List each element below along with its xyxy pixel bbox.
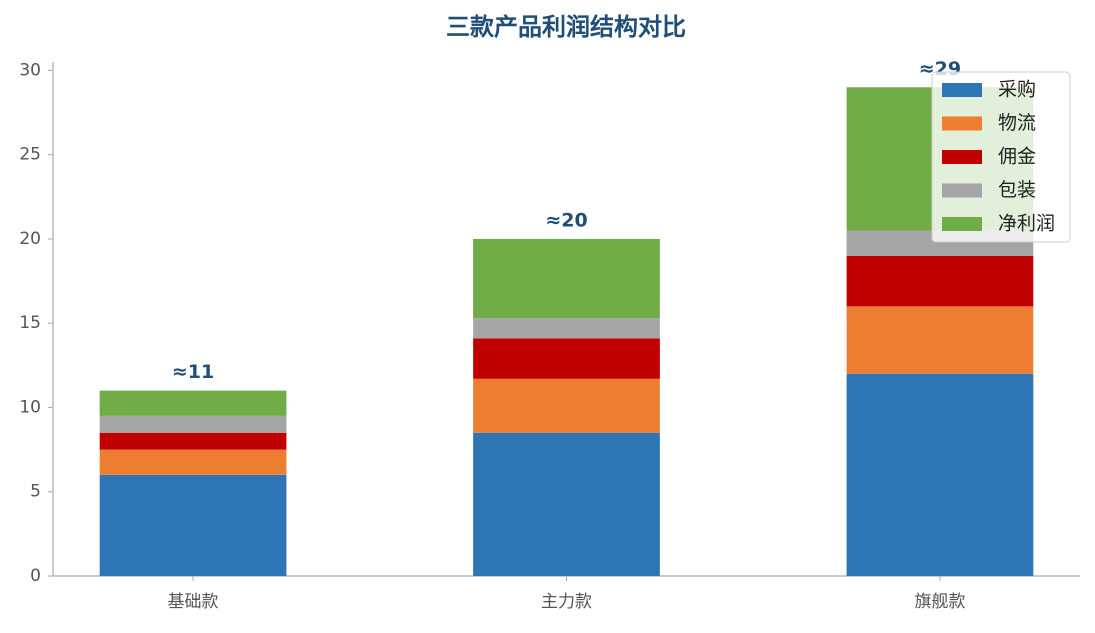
legend-swatch <box>942 83 982 97</box>
bar-segment <box>473 338 660 379</box>
legend-swatch <box>942 217 982 231</box>
legend-swatch <box>942 183 982 198</box>
bar-segment <box>473 432 660 576</box>
x-tick-label: 基础款 <box>168 592 219 612</box>
legend-swatch <box>942 116 982 131</box>
legend-box <box>931 71 1071 243</box>
legend-label: 采购 <box>998 79 1036 101</box>
bar-segment <box>473 318 660 339</box>
y-tick-label: 10 <box>19 397 41 417</box>
bar-segment <box>473 238 660 319</box>
y-tick-label: 25 <box>19 145 41 165</box>
legend-label: 佣金 <box>998 146 1036 168</box>
legend-label: 净利润 <box>998 213 1055 235</box>
y-tick-label: 20 <box>19 229 41 249</box>
x-tick-label: 主力款 <box>541 592 592 612</box>
bar-segment <box>99 474 287 576</box>
bar-segment <box>99 449 287 475</box>
chart-title: 三款产品利润结构对比 <box>446 13 686 41</box>
bar-segment <box>99 415 287 433</box>
y-tick-label: 5 <box>30 482 41 502</box>
bar-segment <box>99 432 287 450</box>
bar-segment <box>99 390 287 416</box>
x-tick-label: 旗舰款 <box>914 592 965 612</box>
legend-label: 物流 <box>998 112 1036 134</box>
y-tick-label: 30 <box>19 60 41 80</box>
total-label: ≈20 <box>545 209 587 231</box>
legend-swatch <box>942 150 982 164</box>
total-label: ≈11 <box>172 361 214 383</box>
bar-segment <box>846 373 1034 576</box>
legend-label: 包装 <box>998 179 1036 201</box>
y-tick-label: 15 <box>19 313 41 333</box>
bar-segment <box>473 378 660 433</box>
bar-segment <box>846 306 1034 374</box>
bar-segment <box>846 255 1034 307</box>
y-tick-label: 0 <box>30 566 41 586</box>
